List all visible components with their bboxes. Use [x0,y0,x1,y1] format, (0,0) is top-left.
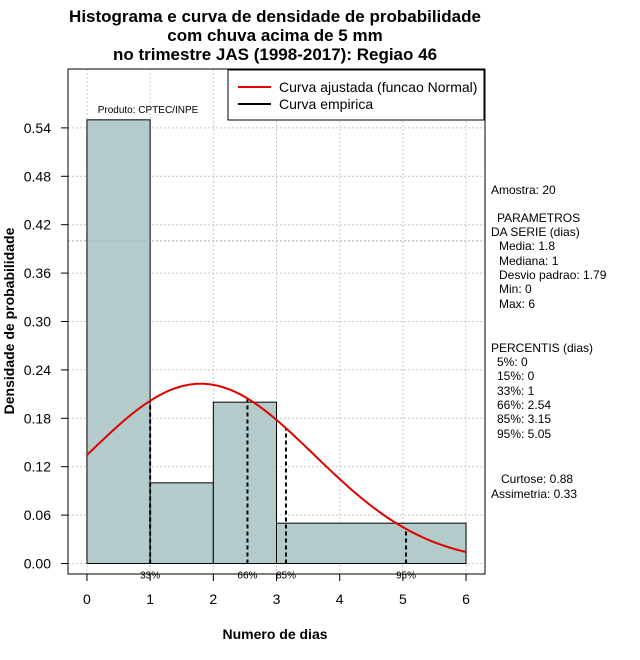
stat-mediana: Mediana: 1 [499,254,559,268]
x-tick-label-6: 6 [462,591,470,607]
y-tick-label-4: 0.24 [24,362,51,378]
histogram-bar-2 [212,401,277,565]
axes-layer: 0 1 2 3 4 5 6 0.00 0.06 0.12 0.18 0.24 0.30 0.36 0.42 0… [24,120,470,607]
y-tick-label-2: 0.12 [24,459,51,475]
product-label: Produto: CPTEC/INPE [98,105,199,116]
x-tick-label-4: 4 [336,591,344,607]
stat-percentis-header: PERCENTIS (dias) [491,341,593,355]
bars-layer [68,119,485,565]
percentile-label-1: 66% [237,571,257,582]
y-axis-title: Densidade de probabilidade [1,227,17,414]
stat-max: Max: 6 [499,297,535,311]
histogram-bar-0 [86,119,151,565]
x-tick-label-1: 1 [146,591,154,607]
y-tick-label-6: 0.36 [24,265,51,281]
stat-curtose: Curtose: 0.88 [501,472,573,486]
stat-desvio: Desvio padrao: 1.79 [499,268,607,282]
normal-curve-line [86,382,467,554]
legend-normal-label: Curva ajustada (funcao Normal) [279,79,477,95]
y-tick-label-1: 0.06 [24,507,51,523]
stat-p15: 15%: 0 [497,369,535,383]
stat-p33: 33%: 1 [497,384,535,398]
stat-amostra: Amostra: 20 [491,183,556,197]
stats-panel: Amostra: 20 PARAMETROS DA SERIE (dias) M… [491,183,607,501]
chart-title-line-3: no trimestre JAS (1998-2017): Regiao 46 [113,45,437,64]
stat-p66: 66%: 2.54 [497,398,551,412]
stat-min: Min: 0 [499,282,532,296]
x-tick-label-0: 0 [83,591,91,607]
y-tick-label-7: 0.42 [24,217,51,233]
y-tick-label-9: 0.54 [24,120,51,136]
percentile-label-2: 85% [276,571,296,582]
percentile-label-3: 95% [396,571,416,582]
x-tick-label-3: 3 [273,591,281,607]
histogram-bar-1 [149,482,214,565]
stat-media: Media: 1.8 [499,239,555,253]
stat-assimetria: Assimetria: 0.33 [491,487,577,501]
stat-param-header-2: DA SERIE (dias) [491,225,580,239]
chart-title-line-1: Histograma e curva de densidade de proba… [69,7,481,26]
stat-p95: 95%: 5.05 [497,427,551,441]
chart-title-line-2: com chuva acima de 5 mm [167,26,382,45]
legend: Curva ajustada (funcao Normal) Curva emp… [227,69,485,121]
y-tick-label-3: 0.18 [24,410,51,426]
stat-p85: 85%: 3.15 [497,412,551,426]
stat-p5: 5%: 0 [497,355,528,369]
legend-empirical-label: Curva empirica [279,96,373,112]
x-axis-title: Numero de dias [222,626,327,642]
legend-box [227,69,485,121]
y-tick-label-5: 0.30 [24,314,51,330]
y-tick-label-8: 0.48 [24,168,51,184]
stat-param-header-1: PARAMETROS [497,211,580,225]
x-tick-label-2: 2 [209,591,217,607]
x-tick-label-5: 5 [399,591,407,607]
y-tick-label-0: 0.00 [24,556,51,572]
